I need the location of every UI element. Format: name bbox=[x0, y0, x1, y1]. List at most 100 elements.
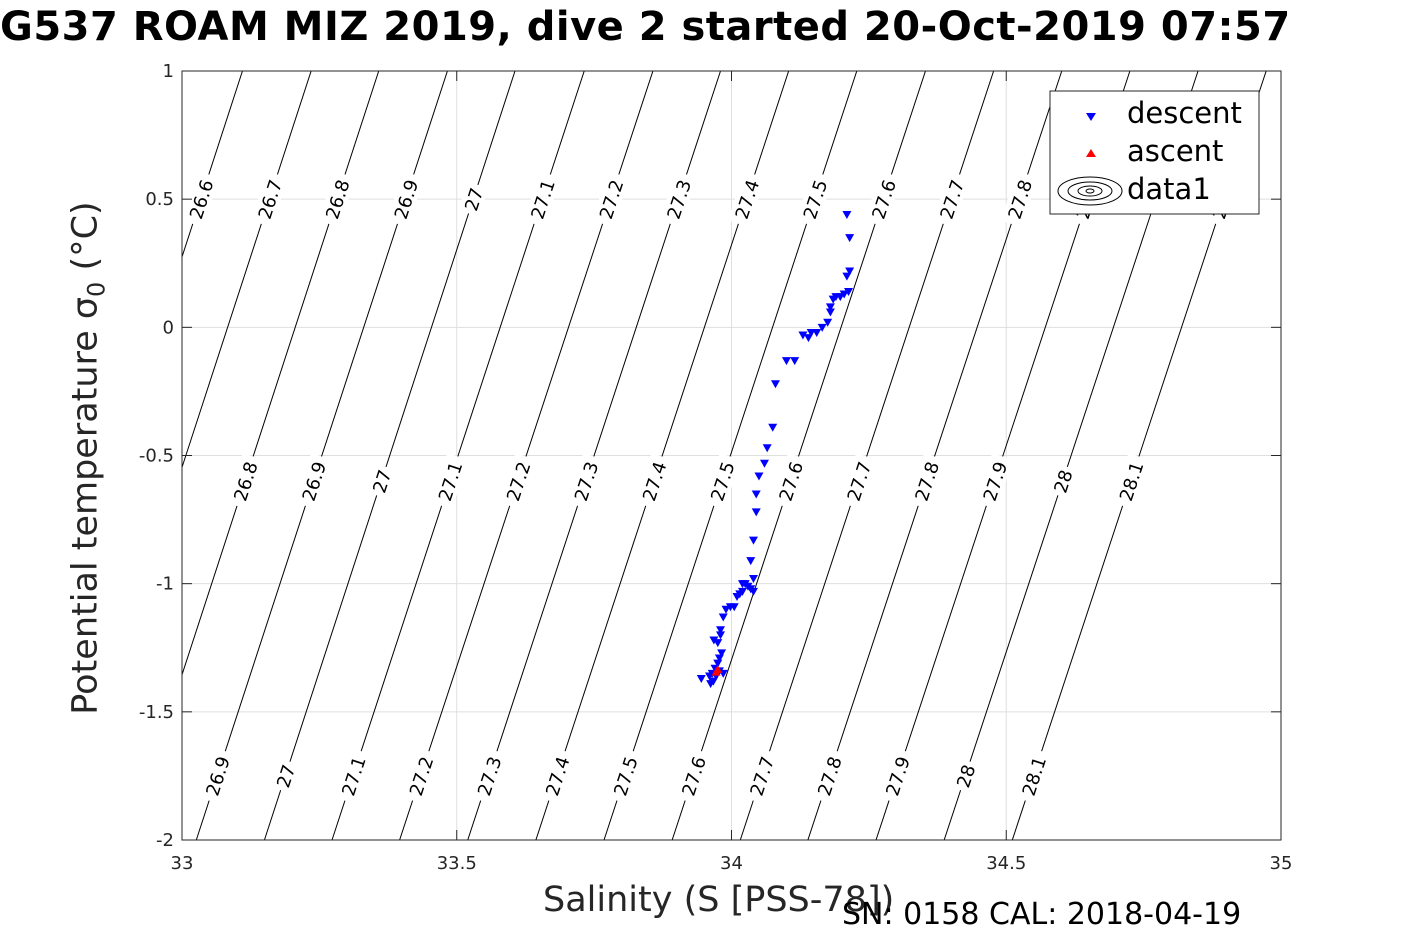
descent-point bbox=[696, 675, 706, 684]
y-axis-ticks: -2 -1.5 -1 -0.5 0 0.5 1 bbox=[139, 61, 1281, 851]
contour-label-bg bbox=[1047, 463, 1078, 499]
descent-point bbox=[716, 631, 726, 640]
contour-label-bg bbox=[864, 171, 902, 228]
descent-point bbox=[759, 459, 769, 468]
x-axis-label: Salinity (S [PSS-78]) bbox=[543, 880, 895, 920]
contour-label-group: 27.8 bbox=[810, 747, 848, 805]
descent-point bbox=[732, 592, 742, 601]
descent-point bbox=[803, 334, 813, 343]
contour-label-bg bbox=[592, 171, 630, 228]
contour-label-bg bbox=[402, 747, 440, 805]
ascent-point bbox=[713, 665, 723, 674]
contour-label-bg bbox=[387, 171, 425, 228]
descent-point bbox=[825, 308, 835, 317]
descent-point bbox=[790, 357, 800, 366]
legend-ascent-marker bbox=[1086, 149, 1096, 157]
descent-point bbox=[823, 318, 833, 327]
contour-label-bg bbox=[334, 747, 372, 805]
contour-label-bg bbox=[674, 747, 712, 805]
y-axis-label-unit: (°C) bbox=[65, 201, 106, 282]
serial-calibration-footer: SN: 0158 CAL: 2018-04-19 bbox=[842, 897, 1242, 932]
descent-point bbox=[706, 680, 716, 689]
descent-point bbox=[705, 672, 715, 681]
contour-label-bg bbox=[907, 452, 945, 510]
legend-data1-marker bbox=[1057, 176, 1123, 206]
chart-title: G537 ROAM MIZ 2019, dive 2 started 20-Oc… bbox=[0, 4, 1291, 50]
descent-point bbox=[770, 380, 780, 389]
descent-point bbox=[806, 328, 816, 337]
contour-label-group: 28 bbox=[950, 758, 981, 794]
contour-label-bg bbox=[810, 747, 848, 805]
x-axis-ticks: 33 33.5 34 34.5 35 bbox=[171, 71, 1293, 874]
contour-label-bg bbox=[771, 452, 809, 510]
contour-label-group: 28 bbox=[1047, 463, 1078, 499]
descent-point bbox=[721, 605, 731, 614]
contour-label-bg bbox=[567, 452, 605, 510]
contour-label-bg bbox=[1112, 452, 1150, 510]
descent-point bbox=[845, 267, 855, 276]
descent-point bbox=[762, 444, 772, 453]
descent-point bbox=[746, 557, 756, 566]
descent-point bbox=[817, 323, 827, 332]
contour-label-bg bbox=[538, 747, 576, 805]
contour-label-bg bbox=[878, 747, 916, 805]
contour-label-bg bbox=[1000, 171, 1039, 228]
y-tick-label: -1 bbox=[156, 574, 174, 595]
legend-frame bbox=[1049, 90, 1260, 215]
contour-label-bg bbox=[270, 758, 301, 794]
y-tick-label: 0 bbox=[163, 317, 174, 338]
contour-label-bg bbox=[431, 453, 469, 510]
descent-point bbox=[709, 636, 719, 645]
descent-point bbox=[713, 659, 723, 668]
legend-data1-label: data1 bbox=[1127, 172, 1211, 206]
descent-point bbox=[754, 472, 764, 481]
contour-label-bg bbox=[523, 171, 561, 228]
contour-label-bg bbox=[226, 453, 264, 510]
descent-point bbox=[768, 423, 778, 432]
legend-ascent-label: ascent bbox=[1127, 134, 1224, 168]
descent-point bbox=[825, 303, 835, 312]
descent-point bbox=[716, 626, 726, 635]
y-axis-label: Potential temperature σ0 (°C) bbox=[66, 201, 111, 714]
descent-point bbox=[781, 357, 791, 366]
contour-label-bg bbox=[659, 171, 697, 228]
contour-label-bg bbox=[1014, 747, 1053, 805]
y-tick-label: 0.5 bbox=[145, 189, 174, 210]
x-tick-label: 33 bbox=[171, 853, 194, 874]
contour-label-bg bbox=[294, 453, 333, 510]
contour-label-bg bbox=[182, 171, 220, 228]
x-tick-label: 33.5 bbox=[437, 853, 477, 874]
contour-label-bg bbox=[727, 171, 766, 228]
contour-label-bg bbox=[796, 171, 834, 228]
descent-point bbox=[717, 649, 727, 658]
contour-label-group: 27 bbox=[458, 181, 489, 217]
contour-label-bg bbox=[950, 758, 981, 794]
y-tick-label: -0.5 bbox=[139, 446, 174, 467]
descent-point bbox=[751, 490, 761, 499]
x-tick-label: 35 bbox=[1270, 853, 1293, 874]
y-tick-label: -1.5 bbox=[139, 702, 174, 723]
descent-point bbox=[842, 211, 852, 220]
contour-label-bg bbox=[366, 463, 397, 499]
y-tick-label: -2 bbox=[156, 830, 174, 851]
contour-label-bg bbox=[975, 452, 1014, 510]
contour-label-bg bbox=[250, 171, 288, 228]
descent-point bbox=[718, 613, 728, 622]
descent-point bbox=[842, 272, 852, 281]
contour-label-bg bbox=[470, 747, 508, 805]
descent-point bbox=[737, 580, 747, 589]
descent-point bbox=[844, 287, 854, 296]
descent-point bbox=[839, 290, 849, 299]
descent-point bbox=[725, 603, 735, 612]
contour-label-bg bbox=[198, 747, 236, 805]
y-axis-label-sub: 0 bbox=[82, 281, 111, 297]
contour-label-bg bbox=[499, 452, 537, 510]
descent-point bbox=[751, 508, 761, 517]
descent-point bbox=[748, 536, 758, 545]
x-tick-label: 34 bbox=[720, 853, 743, 874]
contour-label-bg bbox=[703, 452, 741, 510]
descent-point bbox=[798, 331, 808, 340]
descent-point bbox=[845, 234, 855, 243]
contour-label-bg bbox=[458, 181, 489, 217]
